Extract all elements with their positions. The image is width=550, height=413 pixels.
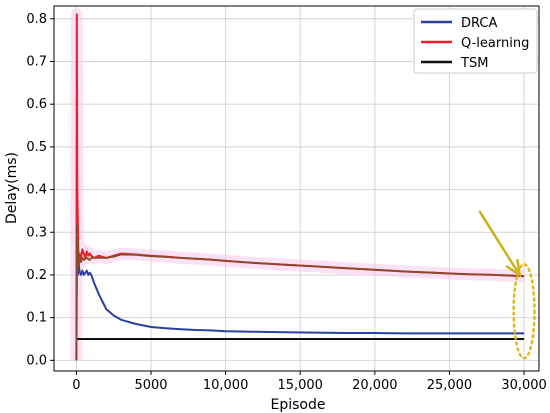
y-tick-label: 0.7 xyxy=(26,54,47,69)
y-tick-label: 0.0 xyxy=(26,353,47,368)
legend-box xyxy=(413,8,538,74)
x-tick-label: 25,000 xyxy=(427,378,473,393)
tick-layer: 0 5000 10,000 15,000 20,000 25,000 30,000 0.0 0.… xyxy=(26,12,547,393)
annotation-layer xyxy=(478,210,536,360)
y-tick-label: 0.2 xyxy=(26,268,47,283)
x-tick-label: 15,000 xyxy=(277,378,323,393)
annotation-arrow-shaft xyxy=(478,210,521,276)
x-tick-label: 20,000 xyxy=(352,378,398,393)
x-tick-label: 5000 xyxy=(134,378,167,393)
series-line-drca xyxy=(75,231,525,361)
legend-label-tsm: TSM xyxy=(460,56,488,71)
x-tick-label: 0 xyxy=(72,378,80,393)
y-tick-label: 0.8 xyxy=(26,12,47,27)
plot-frame xyxy=(53,5,540,372)
legend-label-drca: DRCA xyxy=(461,16,497,31)
legend-label-q-learning: Q-learning xyxy=(461,36,529,51)
series-layer xyxy=(75,13,525,361)
x-axis-title: Episode xyxy=(271,397,326,413)
x-tick-label: 30,000 xyxy=(501,378,547,393)
y-tick-label: 0.3 xyxy=(26,225,47,240)
x-tick-label: 10,000 xyxy=(203,378,249,393)
y-tick-label: 0.1 xyxy=(26,311,47,326)
annotation-arrow-head xyxy=(505,258,522,278)
y-axis-title: Delay(ms) xyxy=(4,152,20,224)
y-tick-label: 0.4 xyxy=(26,183,47,198)
y-tick-label: 0.6 xyxy=(26,97,47,112)
legend: DRCA Q-learning TSM xyxy=(413,8,538,74)
overlay-trace-line xyxy=(75,222,525,361)
annotation-dotted-ellipse xyxy=(512,263,536,360)
y-tick-label: 0.5 xyxy=(26,140,47,155)
